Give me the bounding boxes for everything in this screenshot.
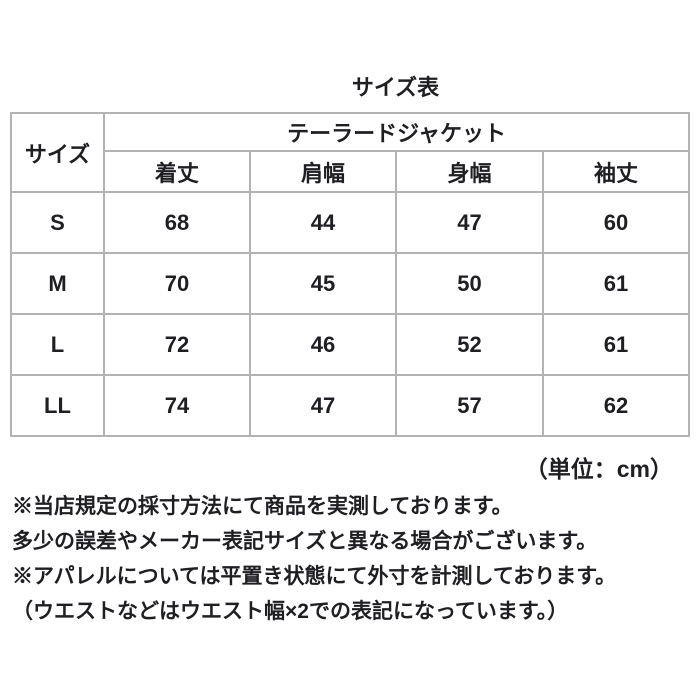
cell-value: 50 [395, 252, 544, 315]
cell-value: 72 [103, 313, 251, 376]
table-header-row-group: サイズ テーラードジャケット [10, 112, 691, 193]
row-size-label: L [10, 313, 105, 376]
col-header-sleeve-length: 袖丈 [541, 150, 691, 193]
table-row-m: M 70 45 50 61 [10, 252, 691, 315]
cell-value: 60 [541, 191, 691, 254]
row-size-label: M [10, 252, 105, 315]
cell-value: 52 [395, 313, 544, 376]
cell-value: 57 [395, 374, 544, 437]
unit-label: （単位：cm） [524, 456, 673, 482]
row-size-label: S [10, 191, 105, 254]
table-row-ll: LL 74 47 57 62 [10, 374, 691, 437]
col-header-body-width: 身幅 [395, 150, 544, 193]
cell-value: 68 [103, 191, 251, 254]
corner-header-size: サイズ [10, 112, 105, 193]
col-header-body-length: 着丈 [103, 150, 251, 193]
note-line-4: （ウエストなどはウエスト幅×2での表記になっています。） [12, 600, 569, 623]
table-header-row-measurements: 着丈 肩幅 身幅 袖丈 [11, 150, 691, 193]
note-line-3: ※アパレルについては平置き状態にて外寸を計測しております。 [12, 565, 617, 588]
cell-value: 61 [541, 313, 691, 376]
cell-value: 44 [249, 191, 397, 254]
size-table: サイズ テーラードジャケット 着丈 肩幅 身幅 袖丈 S 68 44 47 60… [10, 112, 691, 437]
note-line-2: 多少の誤差やメーカー表記サイズと異なる場合がございます。 [12, 530, 598, 553]
cell-value: 47 [249, 374, 397, 437]
cell-value: 45 [249, 252, 397, 315]
row-size-label: LL [10, 374, 105, 437]
table-row-s: S 68 44 47 60 [10, 191, 691, 254]
cell-value: 47 [395, 191, 544, 254]
cell-value: 70 [103, 252, 251, 315]
cell-value: 74 [103, 374, 251, 437]
cell-value: 62 [541, 374, 691, 437]
table-row-l: L 72 46 52 61 [10, 313, 691, 376]
note-line-1: ※当店規定の採寸方法にて商品を実測しております。 [12, 495, 513, 518]
cell-value: 61 [541, 252, 691, 315]
group-header-product: テーラードジャケット [102, 112, 691, 152]
cell-value: 46 [249, 313, 397, 376]
page-title: サイズ表 [351, 75, 440, 100]
measurement-notes: ※当店規定の採寸方法にて商品を実測しております。 多少の誤差やメーカー表記サイズ… [12, 489, 672, 629]
col-header-shoulder-width: 肩幅 [249, 150, 397, 193]
